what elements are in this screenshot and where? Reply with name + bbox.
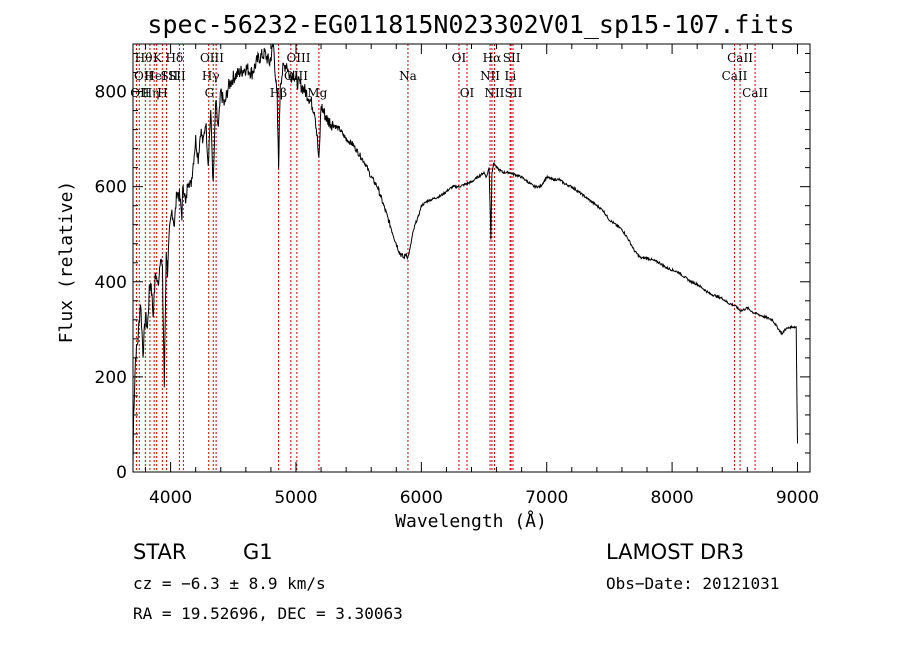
spectral-line-labels: OIIHθOIIHηHeIKHSIIHδSIIGHγOIIIHβOIIIOIII…: [130, 51, 768, 100]
spectral-line-label: G: [205, 86, 215, 100]
x-axis-label: Wavelength (Å): [395, 510, 547, 532]
spectral-line-label: SII: [168, 69, 186, 83]
y-axis-label: Flux (relative): [56, 181, 77, 344]
y-tick-label: 600: [95, 178, 127, 198]
sky-coordinates: RA = 19.52696, DEC = 3.30063: [133, 604, 403, 623]
y-tick-label: 0: [116, 463, 127, 483]
spectral-line-label: OIII: [200, 51, 224, 65]
y-tick-label: 200: [95, 368, 127, 388]
y-tick-label: 400: [95, 273, 127, 293]
spectral-line-label: K: [153, 51, 163, 65]
spectral-line-label: OI: [460, 86, 475, 100]
x-tick-label: 7000: [525, 488, 568, 508]
object-class: STAR: [133, 540, 186, 564]
redshift-velocity: cz = −6.3 ± 8.9 km/s: [133, 574, 326, 593]
spectral-line-label: SII: [161, 69, 179, 83]
spectral-line-label: CaII: [727, 51, 753, 65]
spectral-line-label: Hγ: [202, 69, 220, 83]
spectral-line-label: NII: [484, 86, 504, 100]
spectral-line-label: CaII: [722, 69, 748, 83]
observation-date: Obs−Date: 20121031: [606, 574, 779, 593]
spectral-line-label: Hα: [483, 51, 502, 65]
spectral-line-label: CaII: [742, 86, 768, 100]
y-tick-label: 800: [95, 83, 127, 103]
spectral-line-label: NII: [480, 69, 500, 83]
spectral-line-label: SII: [503, 51, 521, 65]
spectral-line-label: Na: [399, 69, 417, 83]
spectral-line-label: Li: [504, 69, 516, 83]
survey-name: LAMOST DR3: [606, 540, 744, 564]
spectral-line-label: Hβ: [270, 86, 287, 100]
chart-title: spec-56232-EG011815N023302V01_sp15-107.f…: [147, 10, 794, 39]
y-axis-ticks: 0 200 400 600 800: [95, 53, 810, 483]
spectral-line-label: HeI: [144, 69, 167, 83]
spectral-line-label: SII: [505, 86, 523, 100]
x-axis-ticks: 4000 5000 6000 7000 8000 9000: [145, 44, 819, 508]
spectral-line-label: Hδ: [166, 51, 184, 65]
x-tick-label: 6000: [400, 488, 443, 508]
plot-frame: [132, 43, 811, 473]
spectral-line-label: OII: [130, 86, 150, 100]
object-subclass: G1: [243, 540, 273, 564]
x-tick-label: 8000: [650, 488, 693, 508]
spectral-line-label: Hη: [142, 86, 160, 100]
spectrum-series-line: [132, 43, 798, 468]
spectral-line-label: OII: [134, 69, 154, 83]
x-tick-label: 5000: [274, 488, 317, 508]
spectral-line-markers: [135, 44, 756, 472]
spectral-line-label: H: [157, 86, 167, 100]
spectral-line-label: OI: [452, 51, 467, 65]
x-tick-label: 9000: [776, 488, 819, 508]
spectral-line-label: Mg: [307, 86, 327, 100]
spectral-line-label: Hθ: [135, 51, 153, 65]
x-tick-label: 4000: [149, 488, 192, 508]
spectral-line-label: OIII: [286, 51, 310, 65]
